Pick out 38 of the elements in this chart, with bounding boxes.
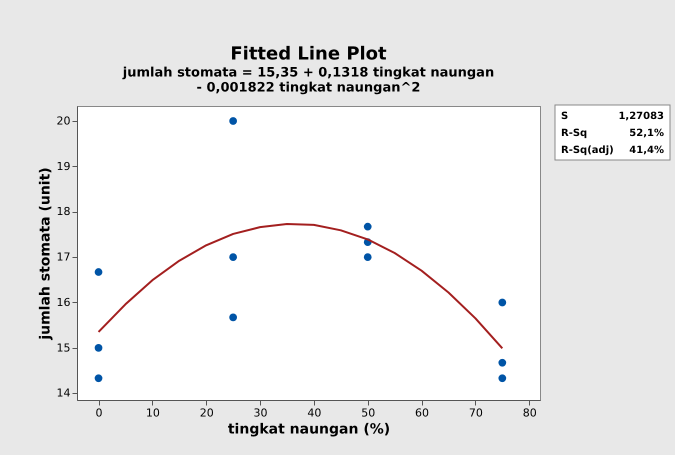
y-tick-label: 14 — [56, 386, 70, 400]
point — [229, 253, 237, 261]
x-tick-label: 50 — [361, 406, 376, 420]
text: R-Sq — [561, 128, 588, 139]
point — [498, 358, 506, 367]
x-tick-label: 40 — [307, 406, 322, 420]
point — [229, 314, 237, 322]
text: 1,27083 — [618, 111, 664, 122]
y-axis-title: jumlah stomata (unit) — [38, 167, 54, 341]
x-tick-label: 20 — [200, 406, 214, 420]
y-tick-label: 19 — [56, 160, 70, 173]
point — [94, 268, 102, 276]
y-tick-label: 16 — [56, 296, 70, 309]
point — [364, 253, 372, 261]
x-tick-label: 60 — [415, 406, 430, 420]
x-axis-title: tingkat naungan (%) — [228, 422, 390, 438]
line-series — [98, 222, 504, 350]
x-tick-label: 80 — [522, 406, 537, 420]
point — [229, 117, 237, 125]
y-tick-label: 17 — [56, 250, 70, 264]
point — [498, 374, 506, 382]
x-tick-label: 30 — [254, 406, 268, 420]
y-tick-label: 20 — [56, 114, 70, 128]
text: 52,1% — [629, 128, 664, 139]
y-tick-label: 15 — [56, 341, 70, 354]
point — [498, 298, 506, 306]
point — [94, 374, 102, 382]
chart-subtitle: jumlah stomata = 15,35 + 0,1318 tingkat naungan - 0,001822 tingkat naungan^2 — [122, 66, 494, 96]
x-tick-label: 0 — [96, 406, 103, 420]
text: 41,4% — [629, 145, 664, 156]
x-tick-label: 70 — [468, 406, 483, 420]
y-tick-label: 18 — [56, 205, 70, 218]
point — [364, 222, 372, 231]
chart-title: Fitted Line Plot — [230, 44, 388, 64]
x-tick-label: 10 — [146, 406, 160, 420]
text: S — [561, 111, 568, 122]
text: R-Sq(adj) — [561, 145, 614, 156]
point — [94, 344, 102, 352]
